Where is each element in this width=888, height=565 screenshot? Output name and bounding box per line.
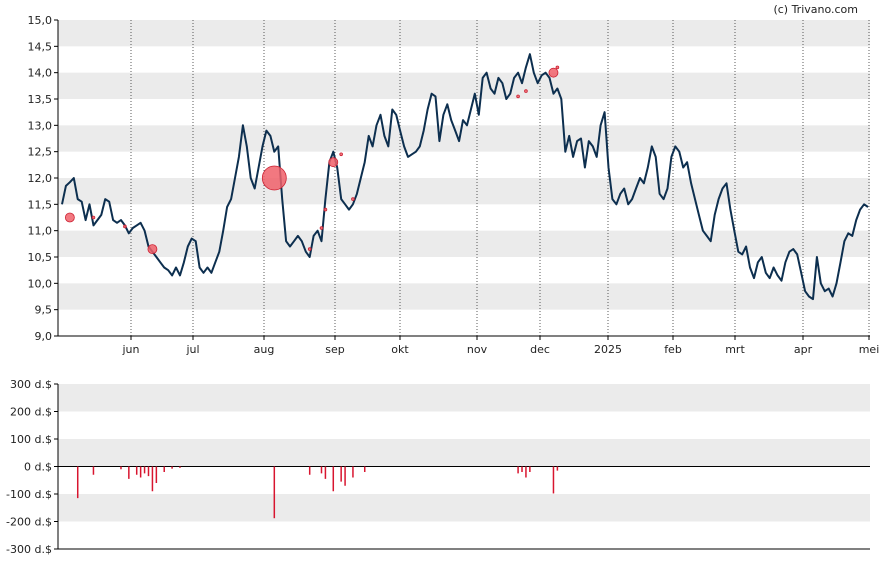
x-axis-ticks: jun jul aug sep okt nov dec 2025 feb mrt apr mei <box>122 336 880 356</box>
price-tick-label: 12,5 <box>28 146 53 159</box>
volume-bar <box>552 466 555 494</box>
x-tick-label: okt <box>391 343 409 356</box>
volume-bar <box>352 466 354 478</box>
transaction-bubble <box>524 89 528 93</box>
volume-bar <box>332 466 335 492</box>
volume-bar <box>320 466 323 474</box>
x-tick-label: jul <box>185 343 199 356</box>
volume-bar <box>273 466 276 519</box>
x-tick-label: apr <box>794 343 813 356</box>
volume-bar <box>163 466 165 472</box>
volume-bar <box>92 466 95 475</box>
x-tick-label: mei <box>859 343 880 356</box>
volume-bar <box>525 466 527 478</box>
price-tick-label: 9,0 <box>35 330 53 343</box>
volume-bar <box>308 466 311 475</box>
volume-bar <box>179 466 181 468</box>
x-tick-label: 2025 <box>594 343 622 356</box>
volume-tick-label: -300 d.$ <box>6 543 52 556</box>
price-band <box>58 178 870 205</box>
x-tick-label: sep <box>325 343 344 356</box>
axis-frames <box>57 20 870 550</box>
transaction-bubble <box>516 94 520 99</box>
credit-label: (c) Trivano.com <box>773 3 858 16</box>
x-tick-label: nov <box>467 343 488 356</box>
transaction-bubble <box>548 67 559 78</box>
price-tick-label: 12,0 <box>28 172 53 185</box>
price-tick-label: 13,0 <box>28 119 53 132</box>
volume-band <box>58 494 870 522</box>
x-tick-label: aug <box>254 343 275 356</box>
transaction-bubble <box>328 157 339 168</box>
volume-tick-label: 100 d.$ <box>10 433 52 446</box>
transaction-bubble <box>147 244 158 255</box>
transaction-bubble <box>307 247 312 251</box>
price-tick-label: 10,5 <box>28 251 53 264</box>
transaction-bubble <box>319 226 324 230</box>
price-band <box>58 20 870 47</box>
volume-bar <box>147 466 150 477</box>
volume-tick-label: 200 d.$ <box>10 406 52 419</box>
price-tick-label: 14,0 <box>28 67 53 80</box>
volume-bar <box>135 466 138 475</box>
transaction-bubble <box>339 152 343 157</box>
price-tick-label: 11,5 <box>28 198 53 211</box>
price-tick-label: 13,5 <box>28 93 53 106</box>
price-y-axis-ticks: 9,0 9,5 10,0 10,5 11,0 11,5 12,0 12,5 13,0 13,5 14… <box>28 14 58 343</box>
price-line <box>61 53 869 301</box>
transaction-bubble <box>555 65 560 70</box>
price-tick-label: 10,0 <box>28 277 53 290</box>
price-tick-label: 14,5 <box>28 40 53 53</box>
transaction-bubble <box>91 215 96 220</box>
volume-bar <box>529 466 531 472</box>
volume-bar <box>128 466 130 479</box>
volume-bar <box>340 466 342 482</box>
price-band <box>58 125 870 152</box>
volume-tick-label: 0 d.$ <box>24 461 52 474</box>
volume-tick-label: -200 d.$ <box>6 516 52 529</box>
x-tick-label: mrt <box>725 343 745 356</box>
transaction-bubble <box>323 207 328 212</box>
volume-bar <box>139 466 142 478</box>
x-tick-label: jun <box>122 343 140 356</box>
volume-tick-label: -100 d.$ <box>6 488 52 501</box>
volume-bar <box>155 466 158 483</box>
volume-bar <box>344 466 346 486</box>
volume-bar <box>143 466 146 474</box>
volume-bars <box>76 466 559 519</box>
price-series <box>61 53 869 301</box>
transaction-bubbles <box>64 65 560 255</box>
x-tick-label: dec <box>530 343 550 356</box>
volume-band <box>58 384 870 412</box>
price-tick-label: 15,0 <box>28 14 53 27</box>
volume-bar <box>363 466 366 472</box>
volume-y-axis-ticks: -300 d.$ -200 d.$ -100 d.$ 0 d.$ 100 d.$ 200 … <box>6 378 870 556</box>
volume-tick-label: 300 d.$ <box>10 378 52 391</box>
price-tick-label: 9,5 <box>35 304 53 317</box>
volume-band <box>58 439 870 467</box>
price-band <box>58 72 870 99</box>
volume-bar <box>517 466 519 474</box>
volume-bar <box>324 466 327 479</box>
price-grid-bands <box>58 20 870 310</box>
volume-bar <box>76 466 79 499</box>
volume-bar <box>120 466 122 470</box>
transaction-bubble <box>64 212 75 223</box>
transaction-bubble <box>261 165 287 191</box>
volume-bar <box>521 466 523 472</box>
volume-grid-bands <box>58 384 870 522</box>
transaction-bubble <box>123 224 127 229</box>
volume-bar <box>171 466 173 469</box>
volume-bar <box>556 466 559 471</box>
volume-bar <box>151 466 154 492</box>
price-tick-label: 11,0 <box>28 225 53 238</box>
transaction-bubble <box>351 197 355 201</box>
x-tick-label: feb <box>664 343 682 356</box>
price-band <box>58 283 870 310</box>
